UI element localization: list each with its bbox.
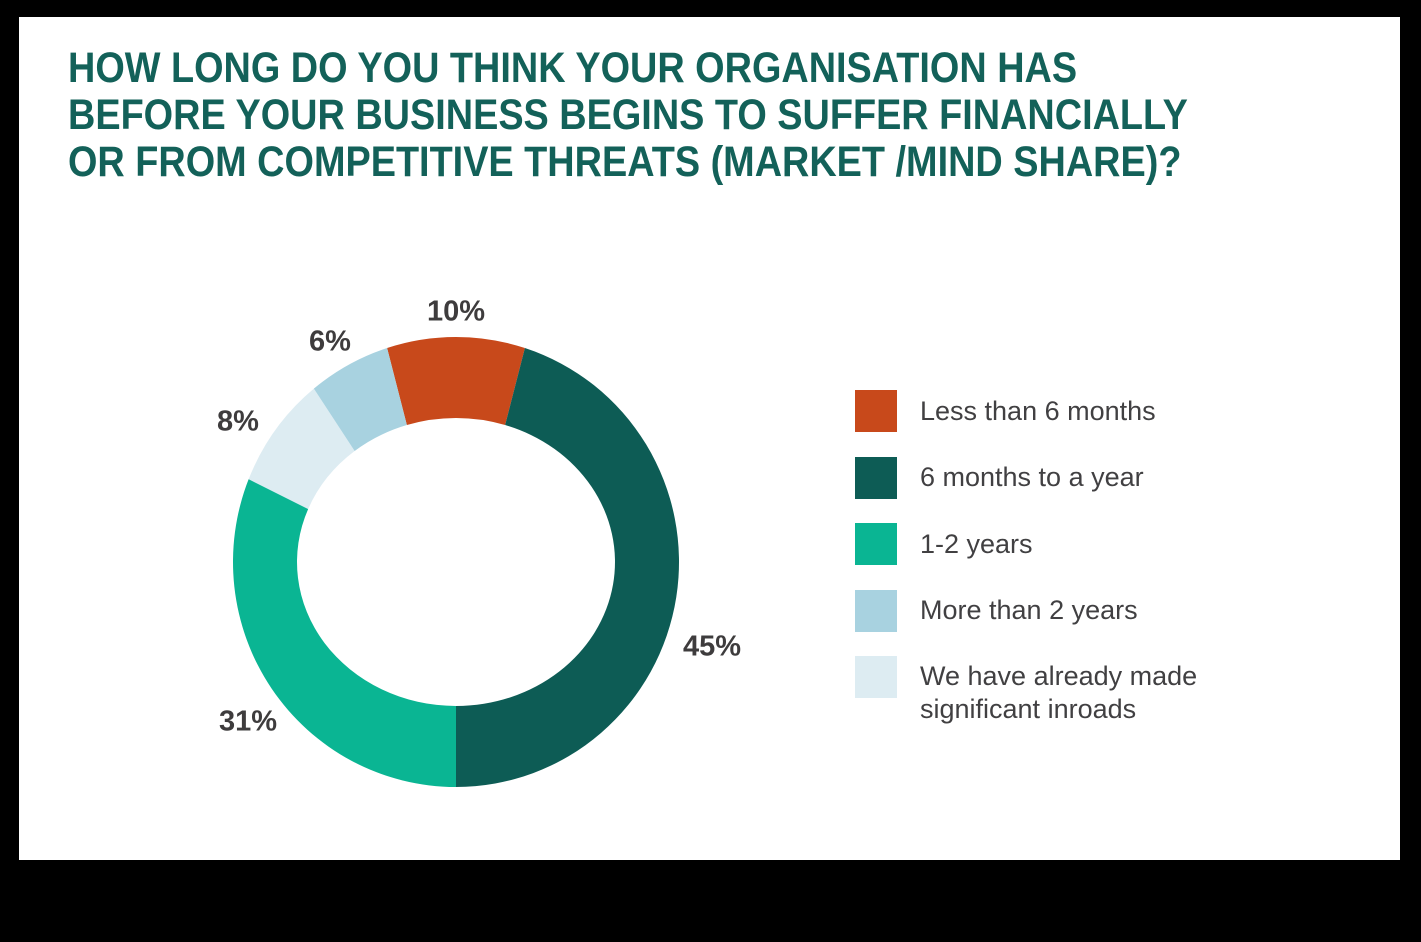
legend-label-5: We have already made significant inroads <box>920 661 1198 724</box>
legend-swatch-4 <box>855 589 897 632</box>
title-line-3: OR FROM COMPETITIVE THREATS (MARKET /MIN… <box>68 138 1182 186</box>
donut-segment-1 <box>387 336 525 426</box>
legend-item-5: We have already made significant inroads <box>855 656 1210 726</box>
legend-label-1: Less than 6 months <box>920 395 1156 426</box>
legend-item-4: More than 2 years <box>855 589 1210 632</box>
title-line-1: HOW LONG DO YOU THINK YOUR ORGANISATION … <box>68 44 1078 92</box>
legend-swatch-5 <box>855 656 897 698</box>
donut-chart <box>232 336 680 787</box>
donut-segment-5 <box>313 348 407 452</box>
legend-swatch-3 <box>855 523 897 565</box>
donut-segment-4 <box>248 388 355 509</box>
legend-label-4: More than 2 years <box>920 595 1138 625</box>
slide-panel: HOW LONG DO YOU THINK YOUR ORGANISATION … <box>19 17 1400 860</box>
legend: Less than 6 months 6 months to a year 1-2 … <box>855 390 1210 726</box>
legend-item-3: 1-2 years <box>855 523 1210 565</box>
legend-item-2: 6 months to a year <box>855 456 1210 499</box>
page-title: HOW LONG DO YOU THINK YOUR ORGANISATION … <box>68 45 1341 186</box>
percent-label-6-months-to-a-year: 45% <box>682 630 742 663</box>
donut-segment-3 <box>232 479 456 787</box>
percent-label-more-than-2-years: 6% <box>309 325 351 358</box>
percent-label-1-2-years: 31% <box>218 705 278 738</box>
legend-swatch-2 <box>855 456 897 499</box>
title-line-2: BEFORE YOUR BUSINESS BEGINS TO SUFFER FI… <box>68 91 1188 139</box>
legend-label-3: 1-2 years <box>920 528 1033 559</box>
donut-segment-2 <box>456 348 680 787</box>
legend-label-2: 6 months to a year <box>920 462 1144 492</box>
legend-item-1: Less than 6 months <box>855 390 1210 432</box>
legend-swatch-1 <box>855 390 897 432</box>
percent-label-less-than-6-months: 10% <box>426 295 486 328</box>
percent-label-already-made-inroads: 8% <box>217 405 259 438</box>
